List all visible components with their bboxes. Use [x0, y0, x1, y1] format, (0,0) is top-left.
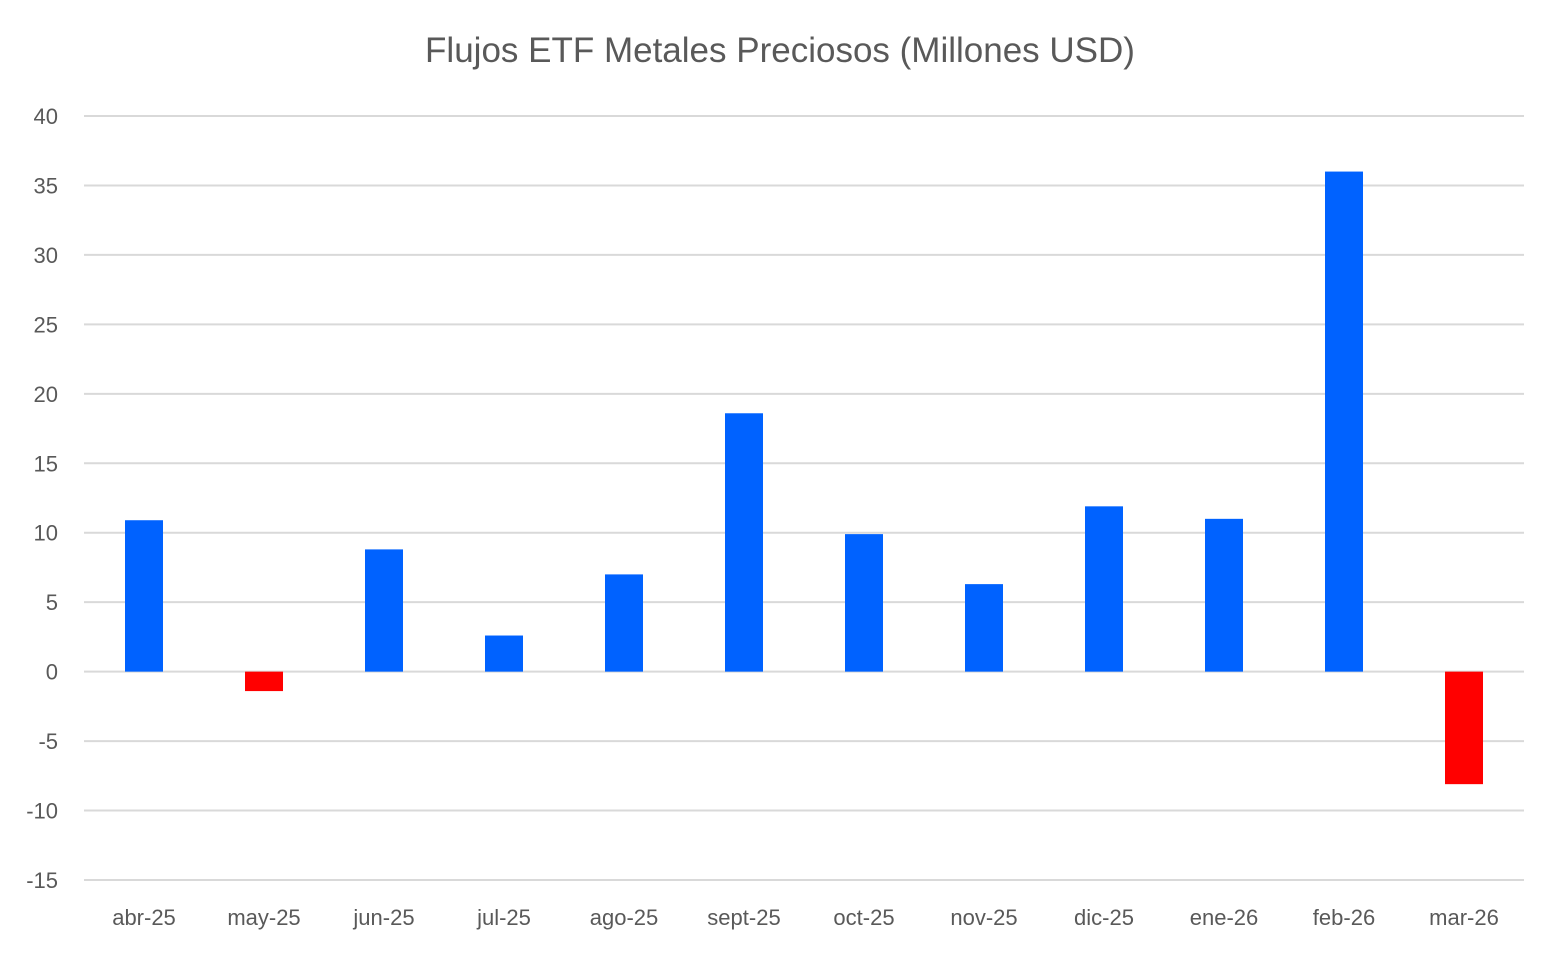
bar-jun-25	[365, 549, 403, 672]
bar-jul-25	[485, 635, 523, 672]
bars	[125, 171, 1483, 785]
bar-dic-25	[1085, 506, 1123, 672]
y-tick-label: -5	[38, 729, 58, 754]
x-axis: abr-25 may-25 jun-25 jul-25 ago-25 sept-25 oct…	[112, 905, 1499, 930]
y-tick-label: -15	[26, 868, 58, 893]
x-tick-label: dic-25	[1074, 905, 1134, 930]
bar-feb-26	[1325, 171, 1363, 672]
bar-ago-25	[605, 574, 643, 672]
y-tick-label: 30	[34, 243, 58, 268]
y-tick-label: 5	[46, 590, 58, 615]
y-axis: 40 35 30 25 20 15 10 5 0 -5 -10 -15	[26, 104, 58, 893]
x-tick-label: oct-25	[833, 905, 894, 930]
x-tick-label: ago-25	[590, 905, 659, 930]
y-tick-label: 15	[34, 451, 58, 476]
y-tick-label: -10	[26, 799, 58, 824]
gridlines	[84, 115, 1524, 881]
bar-oct-25	[845, 534, 883, 672]
x-tick-label: nov-25	[950, 905, 1017, 930]
x-tick-label: jun-25	[352, 905, 414, 930]
x-tick-label: ene-26	[1190, 905, 1259, 930]
bar-nov-25	[965, 584, 1003, 672]
bar-sept-25	[725, 413, 763, 672]
bar-abr-25	[125, 520, 163, 672]
x-tick-label: feb-26	[1313, 905, 1375, 930]
x-tick-label: sept-25	[707, 905, 780, 930]
y-tick-label: 20	[34, 382, 58, 407]
x-tick-label: jul-25	[476, 905, 531, 930]
chart-title: Flujos ETF Metales Preciosos (Millones U…	[425, 31, 1135, 70]
bar-may-25	[245, 671, 283, 692]
y-tick-label: 0	[46, 660, 58, 685]
bar-ene-26	[1205, 518, 1243, 672]
y-tick-label: 10	[34, 521, 58, 546]
x-tick-label: abr-25	[112, 905, 176, 930]
x-tick-label: may-25	[227, 905, 300, 930]
y-tick-label: 25	[34, 312, 58, 337]
y-tick-label: 35	[34, 173, 58, 198]
y-tick-label: 40	[34, 104, 58, 129]
x-tick-label: mar-26	[1429, 905, 1499, 930]
bar-mar-26	[1445, 671, 1483, 785]
